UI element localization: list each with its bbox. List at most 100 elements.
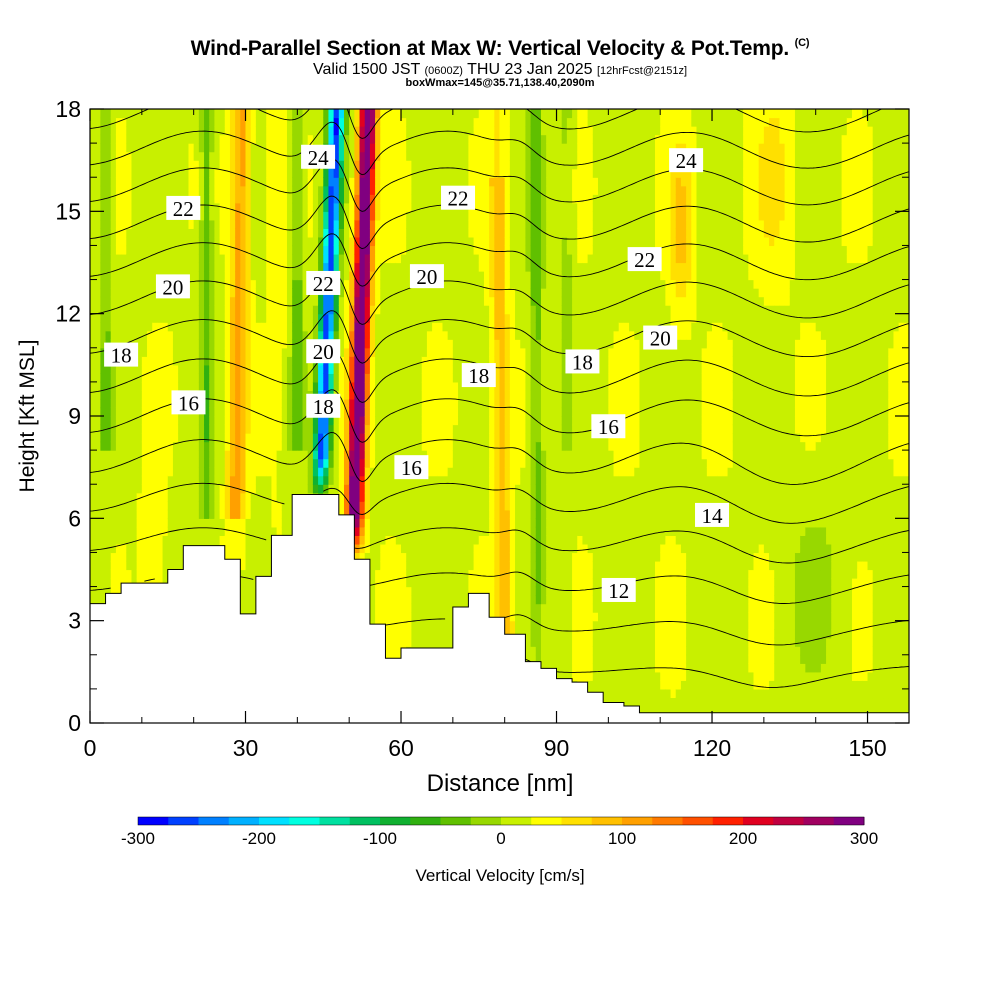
velocity-cell: [354, 484, 361, 494]
velocity-cell: [442, 492, 449, 502]
velocity-cell: [343, 296, 350, 306]
velocity-cell: [395, 416, 402, 426]
velocity-cell: [178, 433, 184, 443]
velocity-cell: [281, 475, 288, 485]
velocity-cell: [255, 288, 262, 298]
velocity-cell: [167, 416, 174, 426]
velocity-cell: [380, 518, 387, 528]
velocity-cell: [110, 143, 117, 153]
velocity-cell: [281, 381, 288, 392]
velocity-cell: [416, 109, 423, 119]
velocity-cell: [261, 407, 267, 417]
velocity-cell: [302, 185, 309, 195]
velocity-cell: [359, 433, 366, 443]
velocity-cell: [115, 433, 122, 443]
velocity-cell: [385, 288, 392, 298]
velocity-cell: [385, 364, 392, 374]
velocity-cell: [333, 245, 340, 255]
velocity-cell: [219, 177, 226, 187]
velocity-cell: [240, 595, 247, 605]
velocity-cell: [131, 194, 138, 204]
velocity-cell: [385, 381, 392, 392]
velocity-cell: [385, 629, 392, 639]
velocity-cell: [411, 560, 418, 571]
velocity-cell: [349, 356, 355, 366]
velocity-cell: [136, 253, 143, 264]
velocity-cell: [312, 330, 319, 340]
velocity-cell: [297, 398, 304, 409]
velocity-cell: [281, 288, 288, 298]
velocity-cell: [152, 339, 158, 349]
velocity-cell: [105, 134, 112, 144]
velocity-cell: [100, 416, 107, 426]
velocity-cell: [229, 177, 236, 187]
velocity-cell: [229, 552, 236, 562]
velocity-cell: [437, 339, 444, 349]
velocity-cell: [178, 509, 184, 519]
velocity-cell: [245, 219, 252, 229]
velocity-cell: [235, 364, 241, 374]
velocity-cell: [390, 228, 397, 238]
velocity-cell: [224, 296, 231, 306]
velocity-cell: [229, 236, 236, 247]
velocity-cell: [354, 322, 361, 332]
velocity-cell: [390, 262, 397, 272]
velocity-cell: [323, 168, 330, 178]
velocity-cell: [162, 305, 169, 315]
velocity-cell: [105, 441, 112, 451]
velocity-cell: [126, 262, 133, 272]
velocity-cell: [152, 271, 158, 281]
velocity-cell: [183, 416, 190, 426]
velocity-cell: [432, 253, 438, 264]
velocity-cell: [338, 458, 345, 468]
velocity-cell: [100, 433, 107, 443]
velocity-cell: [110, 501, 117, 511]
velocity-cell: [437, 288, 444, 298]
velocity-cell: [271, 475, 278, 485]
velocity-cell: [333, 143, 340, 153]
velocity-cell: [349, 330, 355, 340]
velocity-cell: [240, 202, 247, 212]
velocity-cell: [136, 134, 143, 144]
velocity-cell: [349, 458, 355, 468]
velocity-cell: [261, 160, 267, 170]
velocity-cell: [105, 501, 112, 511]
velocity-cell: [105, 543, 112, 554]
velocity-cell: [385, 356, 392, 366]
velocity-cell: [250, 211, 257, 221]
velocity-cell: [271, 296, 278, 306]
velocity-cell: [152, 543, 158, 554]
velocity-cell: [110, 322, 117, 332]
velocity-cell: [167, 245, 174, 255]
velocity-cell: [318, 211, 324, 221]
velocity-cell: [240, 398, 247, 409]
velocity-cell: [214, 202, 221, 212]
velocity-cell: [261, 347, 267, 357]
velocity-cell: [147, 219, 153, 229]
velocity-cell: [147, 373, 153, 383]
velocity-cell: [198, 253, 205, 264]
velocity-cell: [110, 126, 117, 136]
velocity-cell: [105, 177, 112, 187]
velocity-cell: [136, 339, 143, 349]
velocity-cell: [250, 433, 257, 443]
velocity-cell: [297, 262, 304, 272]
velocity-cell: [338, 509, 345, 519]
velocity-cell: [255, 279, 262, 289]
velocity-cell: [214, 151, 221, 161]
velocity-cell: [178, 450, 184, 460]
velocity-cell: [229, 501, 236, 511]
velocity-cell: [401, 552, 407, 562]
velocity-cell: [162, 526, 169, 536]
velocity-cell: [333, 381, 340, 392]
velocity-cell: [286, 390, 293, 400]
velocity-cell: [152, 151, 158, 161]
velocity-cell: [276, 407, 283, 417]
velocity-cell: [121, 450, 127, 460]
velocity-cell: [224, 271, 231, 281]
velocity-cell: [224, 356, 231, 366]
velocity-cell: [219, 484, 226, 494]
velocity-cell: [193, 433, 200, 443]
velocity-cell: [100, 296, 107, 306]
velocity-cell: [364, 433, 371, 443]
